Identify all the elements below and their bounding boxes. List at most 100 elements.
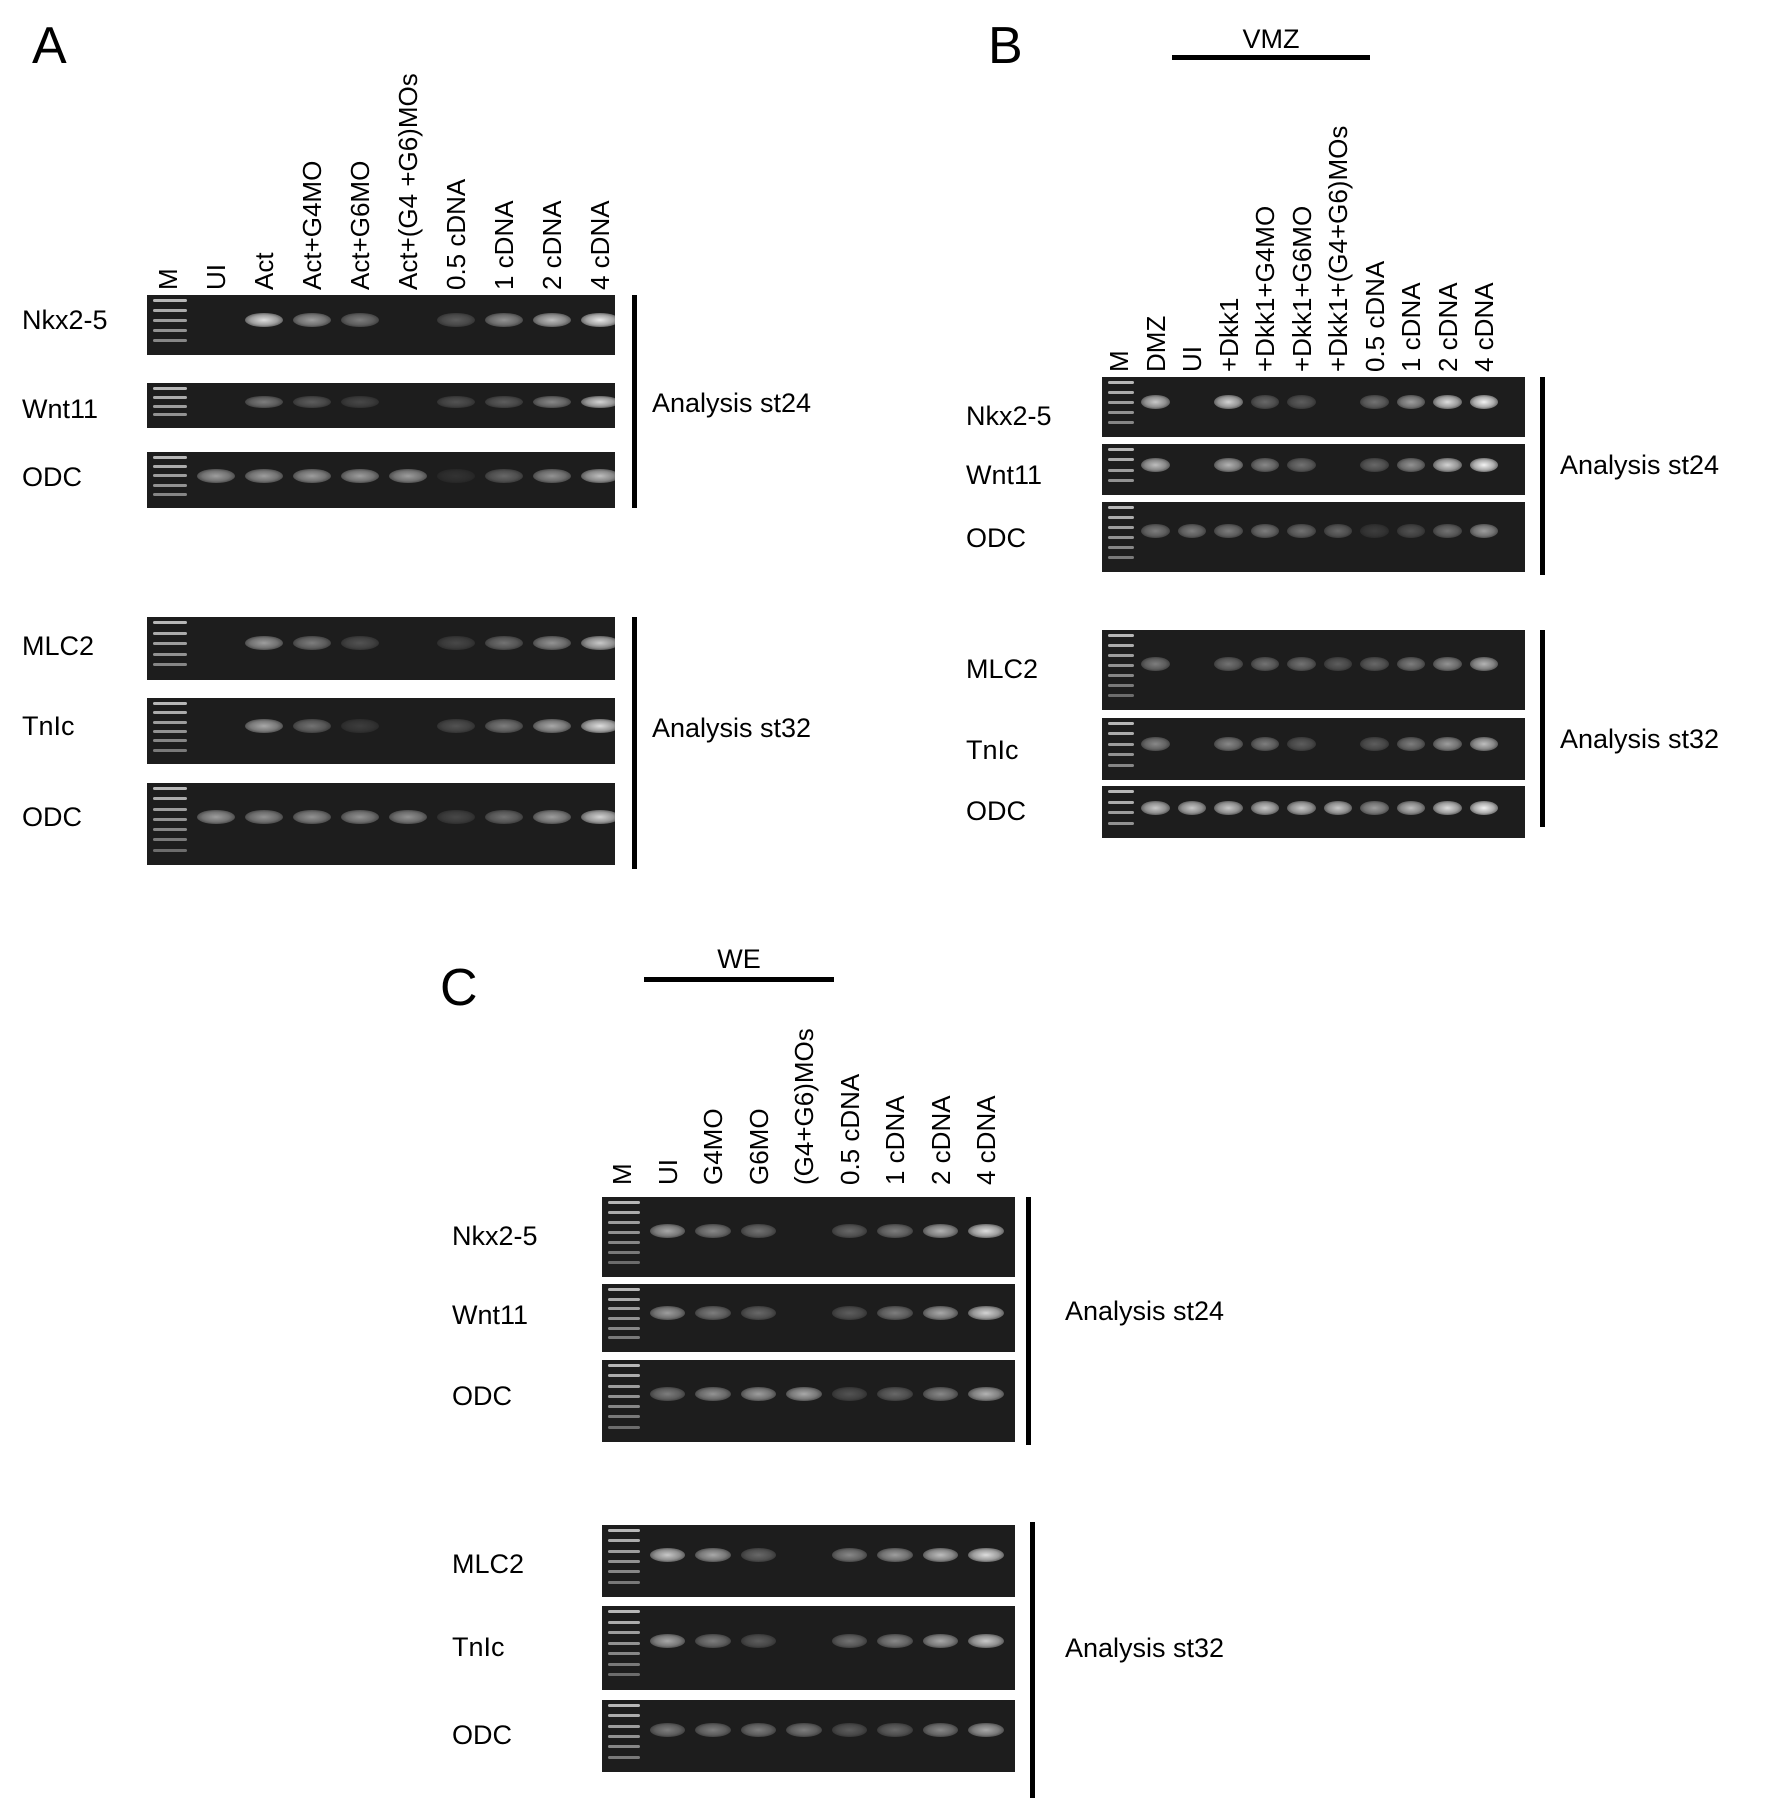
ladder-band [608,1221,640,1224]
analysis-label: Analysis st24 [1560,450,1720,480]
gel-band [968,1305,1004,1320]
gel-band [341,468,379,483]
ladder-band [153,395,187,399]
ladder-band [1108,684,1134,687]
lane-label: 2 cDNA [537,200,567,290]
gel-band [831,1634,868,1649]
ladder-band [1108,536,1134,539]
ladder-band [1108,478,1134,482]
gel-band [437,636,475,651]
gel-band [1214,800,1243,815]
lane-label: +Dkk1 [1213,297,1244,372]
ladder-band [1108,654,1134,657]
ladder-band [608,1394,640,1398]
gel-band [437,810,475,825]
gel-band [695,1387,731,1402]
gel-band [293,636,331,651]
gel-band [1287,656,1316,671]
ladder-band [153,339,187,342]
ladder-band [608,1384,640,1388]
gel-strip [147,698,615,764]
lane-label: 1 cDNA [1396,282,1426,372]
gel-band [245,636,283,651]
gel-band [877,1387,913,1402]
gene-label: Wnt11 [966,459,1043,490]
marker-ladder [1108,718,1134,780]
ladder-band [153,828,187,832]
gel-band [786,1387,822,1402]
ladder-band [1108,458,1134,462]
ladder-band [608,1405,640,1409]
gene-label: Wnt11 [452,1300,529,1330]
ladder-band [1108,763,1134,767]
gel-band [695,1223,731,1238]
gel-band [341,810,379,825]
ladder-band [153,404,187,408]
marker-ladder [153,295,187,355]
ladder-band [153,413,187,417]
gel-band [1141,737,1170,752]
ladder-band [1108,391,1134,394]
gel-band [533,468,571,483]
gene-label: Nkx2-5 [22,305,108,335]
lane-label: G6MO [743,1108,774,1185]
ladder-band [1108,448,1134,451]
marker-ladder [608,1606,640,1690]
gel-band [1396,524,1426,539]
gel-band [581,468,615,483]
ladder-band [608,1288,640,1291]
gel-strip [602,1606,1015,1690]
ladder-band [1108,800,1134,804]
gel-band [922,1723,959,1738]
gel-band [1141,800,1170,815]
gel-band [695,1305,731,1320]
gene-label: TnIc [452,1632,505,1662]
gel-strip [1102,377,1525,437]
gel-band [1360,737,1389,752]
gene-label: ODC [966,796,1026,826]
panel-letter: B [988,17,1023,75]
gel-band [485,395,523,409]
gel-band [437,395,475,409]
gel-band [1396,395,1426,410]
lane-label: 4 cDNA [971,1095,1001,1185]
gel-strip [147,383,615,428]
ladder-band [608,1336,640,1340]
gel-band [740,1548,777,1563]
gel-band [649,1223,686,1238]
gene-label: ODC [22,802,82,832]
gel-band [1214,737,1243,752]
gel-band [1469,458,1499,473]
ladder-band [608,1704,640,1707]
ladder-band [153,465,187,469]
ladder-band [608,1529,640,1532]
ladder-band [153,474,187,478]
ladder-band [153,787,187,790]
ladder-band [153,492,187,496]
analysis-bracket-bar [1540,630,1545,827]
gel-band [1323,800,1353,815]
gel-band [581,395,615,409]
gel-strip [147,295,615,355]
ladder-band [153,702,187,705]
lane-label: Act+G6MO [345,160,375,290]
gel-band [1323,656,1353,671]
ladder-band [153,387,187,390]
analysis-label: Analysis st24 [652,388,812,418]
gel-strip [602,1360,1015,1442]
gel-band [695,1634,731,1649]
lane-label: 0.5 cDNA [441,178,471,290]
ladder-band [1108,732,1134,736]
gel-band [877,1223,913,1238]
gel-strip [147,783,615,865]
gel-band [245,718,283,733]
gel-strip [1102,786,1525,838]
marker-ladder [153,783,187,865]
ladder-band [153,838,187,842]
gel-band [649,1387,686,1402]
ladder-band [153,642,187,646]
group-bracket-line [1172,55,1370,60]
